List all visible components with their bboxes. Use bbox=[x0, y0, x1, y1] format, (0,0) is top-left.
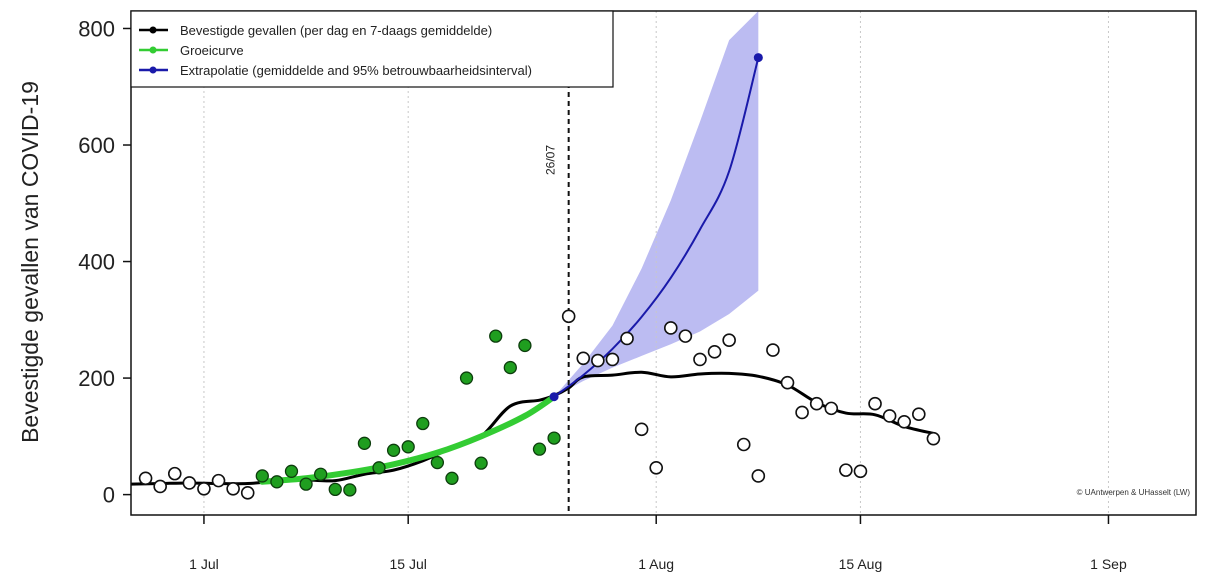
x-tick-label-3: 15 Aug bbox=[839, 556, 883, 572]
confidence-band bbox=[554, 11, 759, 397]
data-point bbox=[839, 463, 853, 477]
data-point bbox=[255, 469, 269, 483]
legend-swatch-dot-0 bbox=[149, 26, 157, 34]
data-point bbox=[503, 360, 517, 375]
series-line-5 bbox=[553, 56, 760, 398]
legend: Bevestigde gevallen (per dag en 7-daags … bbox=[130, 10, 614, 88]
data-point bbox=[211, 473, 226, 488]
y-tick-label-2: 400 bbox=[78, 250, 115, 275]
data-point bbox=[167, 466, 182, 481]
legend-label-1: Groeicurve bbox=[180, 43, 244, 58]
confidence-band-layer bbox=[554, 11, 759, 397]
data-point bbox=[532, 442, 547, 456]
x-tick-label-0: 1 Jul bbox=[189, 556, 219, 572]
y-tick-label-3: 600 bbox=[78, 133, 115, 158]
data-point bbox=[299, 477, 313, 491]
data-point bbox=[912, 407, 926, 422]
data-point bbox=[591, 353, 605, 368]
x-tick-label-1: 15 Jul bbox=[390, 556, 427, 572]
data-point bbox=[795, 405, 809, 420]
plot-frame bbox=[130, 10, 1197, 516]
data-point bbox=[182, 476, 197, 490]
y-tick-label-4: 800 bbox=[78, 16, 115, 41]
data-point bbox=[547, 431, 561, 445]
legend-label-0: Bevestigde gevallen (per dag en 7-daags … bbox=[180, 23, 492, 38]
data-point bbox=[197, 481, 211, 496]
data-point bbox=[138, 471, 153, 486]
legend-label-2: Extrapolatie (gemiddelde and 95% betrouw… bbox=[180, 63, 532, 78]
data-point bbox=[284, 464, 299, 478]
extrapolation-start-point bbox=[549, 392, 559, 402]
data-point bbox=[459, 371, 474, 385]
data-point bbox=[897, 414, 912, 429]
series-line-3 bbox=[131, 370, 935, 486]
series-line-4 bbox=[259, 393, 558, 485]
data-point bbox=[736, 437, 751, 452]
x-tick-label-2: 1 Aug bbox=[638, 556, 674, 572]
data-point bbox=[576, 351, 591, 366]
data-point bbox=[430, 455, 445, 470]
line-layer bbox=[131, 53, 935, 486]
data-point bbox=[693, 352, 707, 367]
legend-swatch-dot-2 bbox=[149, 66, 157, 74]
data-point bbox=[766, 343, 780, 357]
data-point bbox=[518, 338, 532, 353]
data-point bbox=[722, 333, 736, 348]
data-point bbox=[663, 321, 678, 335]
data-point bbox=[270, 475, 284, 489]
axes-layer: 0 200 400 600 800 1 Jul 15 Jul 1 Aug 15 Aug 1 Sep bbox=[78, 10, 1197, 572]
data-point bbox=[474, 456, 488, 470]
y-tick-label-1: 200 bbox=[78, 366, 115, 391]
data-point bbox=[853, 464, 868, 479]
data-point bbox=[678, 329, 693, 343]
extrapolation-end-point bbox=[753, 53, 763, 63]
copyright-annotation: © UAntwerpen & UHasselt (LW) bbox=[1077, 488, 1191, 497]
data-point bbox=[707, 345, 722, 359]
data-point bbox=[926, 431, 941, 446]
legend-swatch-dot-1 bbox=[149, 46, 157, 54]
data-point bbox=[240, 486, 255, 500]
data-point bbox=[620, 331, 634, 346]
data-point bbox=[634, 422, 649, 437]
data-point bbox=[489, 329, 503, 343]
data-point bbox=[401, 440, 415, 454]
point-layer bbox=[138, 309, 941, 500]
reference-line-label: 26/07 bbox=[544, 145, 558, 175]
data-point bbox=[328, 482, 342, 497]
data-point bbox=[868, 396, 882, 411]
data-point bbox=[809, 396, 824, 411]
data-point bbox=[343, 483, 357, 497]
x-tick-label-4: 1 Sep bbox=[1090, 556, 1127, 572]
y-axis-label: Bevestigde gevallen van COVID-19 bbox=[17, 81, 43, 443]
data-point bbox=[780, 375, 795, 390]
grid-layer bbox=[203, 11, 1109, 515]
legend-box bbox=[130, 10, 614, 88]
data-point bbox=[605, 352, 620, 367]
data-point bbox=[561, 309, 576, 324]
data-point bbox=[751, 469, 766, 483]
data-point bbox=[372, 461, 386, 475]
data-point bbox=[226, 481, 240, 496]
data-point bbox=[153, 479, 167, 494]
data-point bbox=[357, 436, 372, 450]
data-point bbox=[649, 461, 664, 475]
y-tick-label-0: 0 bbox=[103, 483, 115, 508]
data-point bbox=[882, 409, 897, 423]
data-point bbox=[386, 443, 401, 457]
data-point bbox=[416, 416, 430, 431]
data-point bbox=[824, 401, 839, 416]
data-point bbox=[314, 467, 328, 481]
data-point bbox=[445, 471, 459, 485]
